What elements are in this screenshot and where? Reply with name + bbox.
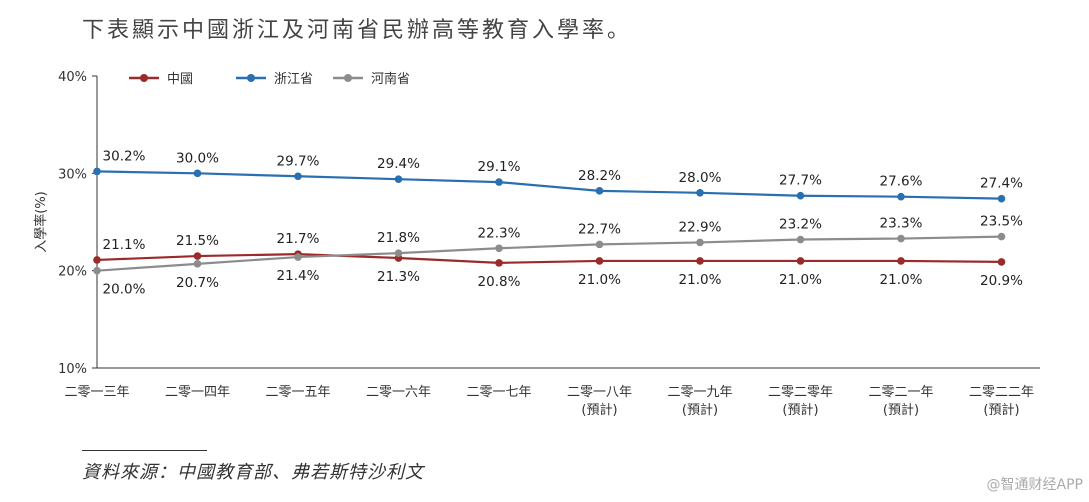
- legend-swatch-marker: [344, 74, 352, 82]
- data-point: [595, 187, 604, 195]
- data-point: [595, 257, 604, 265]
- chart-series: 21.1% 21.5% 21.7% 21.3% 20.8% 21.0% 21.0% 21.0%…: [93, 148, 1023, 298]
- data-label: 29.1%: [478, 159, 521, 175]
- data-point: [495, 259, 503, 267]
- series-line: [96, 253, 1002, 264]
- data-label: 22.7%: [578, 221, 621, 237]
- series-line: [96, 235, 1002, 272]
- data-point: [495, 178, 503, 186]
- data-label: 20.7%: [176, 275, 219, 291]
- chart-title: 下表顯示中國浙江及河南省民辦高等教育入學率。: [82, 18, 633, 43]
- data-label: 23.5%: [980, 214, 1023, 230]
- data-point: [796, 235, 805, 244]
- legend-swatch-marker: [247, 74, 255, 82]
- data-point: [696, 257, 704, 265]
- data-point: [93, 256, 101, 264]
- data-label: 22.9%: [679, 219, 722, 235]
- data-label: 23.3%: [880, 216, 923, 232]
- data-label: 20.9%: [980, 273, 1023, 289]
- data-label: 29.7%: [277, 153, 320, 169]
- data-point: [696, 238, 704, 247]
- data-point: [595, 240, 604, 249]
- x-tick-label: 二零一四年: [165, 385, 230, 400]
- data-point: [193, 252, 202, 260]
- data-point: [495, 244, 503, 253]
- data-label: 21.4%: [277, 268, 320, 284]
- y-tick-label: 10%: [58, 362, 87, 377]
- legend-swatch-marker: [140, 74, 148, 82]
- chart-axes: 10% 20% 30% 40% 二零一三年 二零一四年 二零一五年 二零一六年 二零一七年 二零一…: [58, 70, 1040, 418]
- x-tick-label: (預計): [883, 402, 919, 418]
- data-point: [394, 249, 403, 257]
- data-point: [897, 192, 905, 201]
- data-label: 21.8%: [377, 230, 420, 246]
- data-label: 30.0%: [176, 150, 219, 166]
- x-tick-label: (預計): [782, 402, 818, 418]
- data-point: [696, 189, 704, 197]
- data-point: [294, 172, 302, 181]
- legend-label: 浙江省: [274, 72, 313, 87]
- data-point: [997, 194, 1006, 203]
- data-label: 20.0%: [103, 282, 146, 298]
- data-point: [294, 253, 302, 261]
- data-label: 28.0%: [679, 170, 722, 186]
- data-point: [394, 175, 403, 183]
- data-label: 29.4%: [377, 156, 420, 172]
- data-point: [193, 260, 202, 268]
- data-point: [93, 167, 101, 176]
- data-label: 21.7%: [277, 231, 320, 247]
- x-tick-label: 二零一六年: [366, 385, 431, 400]
- data-point: [997, 258, 1006, 266]
- data-label: 23.2%: [779, 217, 822, 233]
- data-point: [93, 266, 101, 275]
- data-label: 22.3%: [478, 225, 521, 241]
- legend-label: 河南省: [371, 71, 410, 87]
- data-point: [897, 257, 905, 265]
- x-tick-label: 二零一七年: [466, 385, 531, 400]
- data-label: 21.0%: [779, 272, 822, 288]
- source-note: 資料來源：中國教育部、弗若斯特沙利文: [82, 462, 424, 483]
- y-tick-label: 40%: [58, 70, 87, 85]
- data-label: 30.2%: [103, 148, 146, 164]
- x-tick-label: (預計): [983, 402, 1019, 418]
- y-axis-label: 入學率(%): [33, 191, 49, 253]
- x-tick-label: 二零一九年: [667, 385, 732, 400]
- data-label: 21.3%: [377, 269, 420, 285]
- data-point: [193, 169, 202, 178]
- y-axis-label-group: 入學率(%): [33, 191, 49, 253]
- x-tick-label: 二零二二年: [969, 385, 1034, 400]
- series-line: [96, 170, 1002, 200]
- x-tick-label: 二零二一年: [868, 385, 933, 400]
- data-label: 21.0%: [880, 272, 923, 288]
- x-tick-label: 二零一五年: [265, 385, 330, 400]
- x-tick-label: 二零二零年: [768, 385, 833, 400]
- y-tick-label: 20%: [58, 265, 87, 280]
- data-label: 21.0%: [578, 272, 621, 288]
- data-label: 21.5%: [176, 233, 219, 249]
- x-tick-label: (預計): [682, 402, 718, 418]
- x-tick-label: 二零一八年: [567, 385, 632, 400]
- x-tick-label: (預計): [581, 402, 617, 418]
- data-label: 21.1%: [103, 237, 146, 253]
- data-label: 20.8%: [478, 274, 521, 290]
- data-point: [796, 257, 805, 265]
- x-tick-label: 二零一三年: [64, 385, 129, 400]
- data-label: 21.0%: [679, 272, 722, 288]
- watermark: @智通财经APP: [986, 477, 1083, 493]
- source-divider: [82, 450, 207, 451]
- line-chart: 10% 20% 30% 40% 二零一三年 二零一四年 二零一五年 二零一六年 二零一七年 二零一…: [33, 70, 1040, 418]
- data-label: 27.6%: [880, 174, 923, 190]
- legend-label: 中國: [167, 72, 193, 87]
- data-point: [897, 234, 905, 243]
- data-label: 27.4%: [980, 176, 1023, 192]
- y-tick-label: 30%: [58, 167, 87, 182]
- data-label: 27.7%: [779, 173, 822, 189]
- data-label: 28.2%: [578, 168, 621, 184]
- data-point: [997, 232, 1006, 241]
- chart-legend: 中國 浙江省 河南省: [129, 71, 410, 87]
- data-point: [796, 191, 805, 200]
